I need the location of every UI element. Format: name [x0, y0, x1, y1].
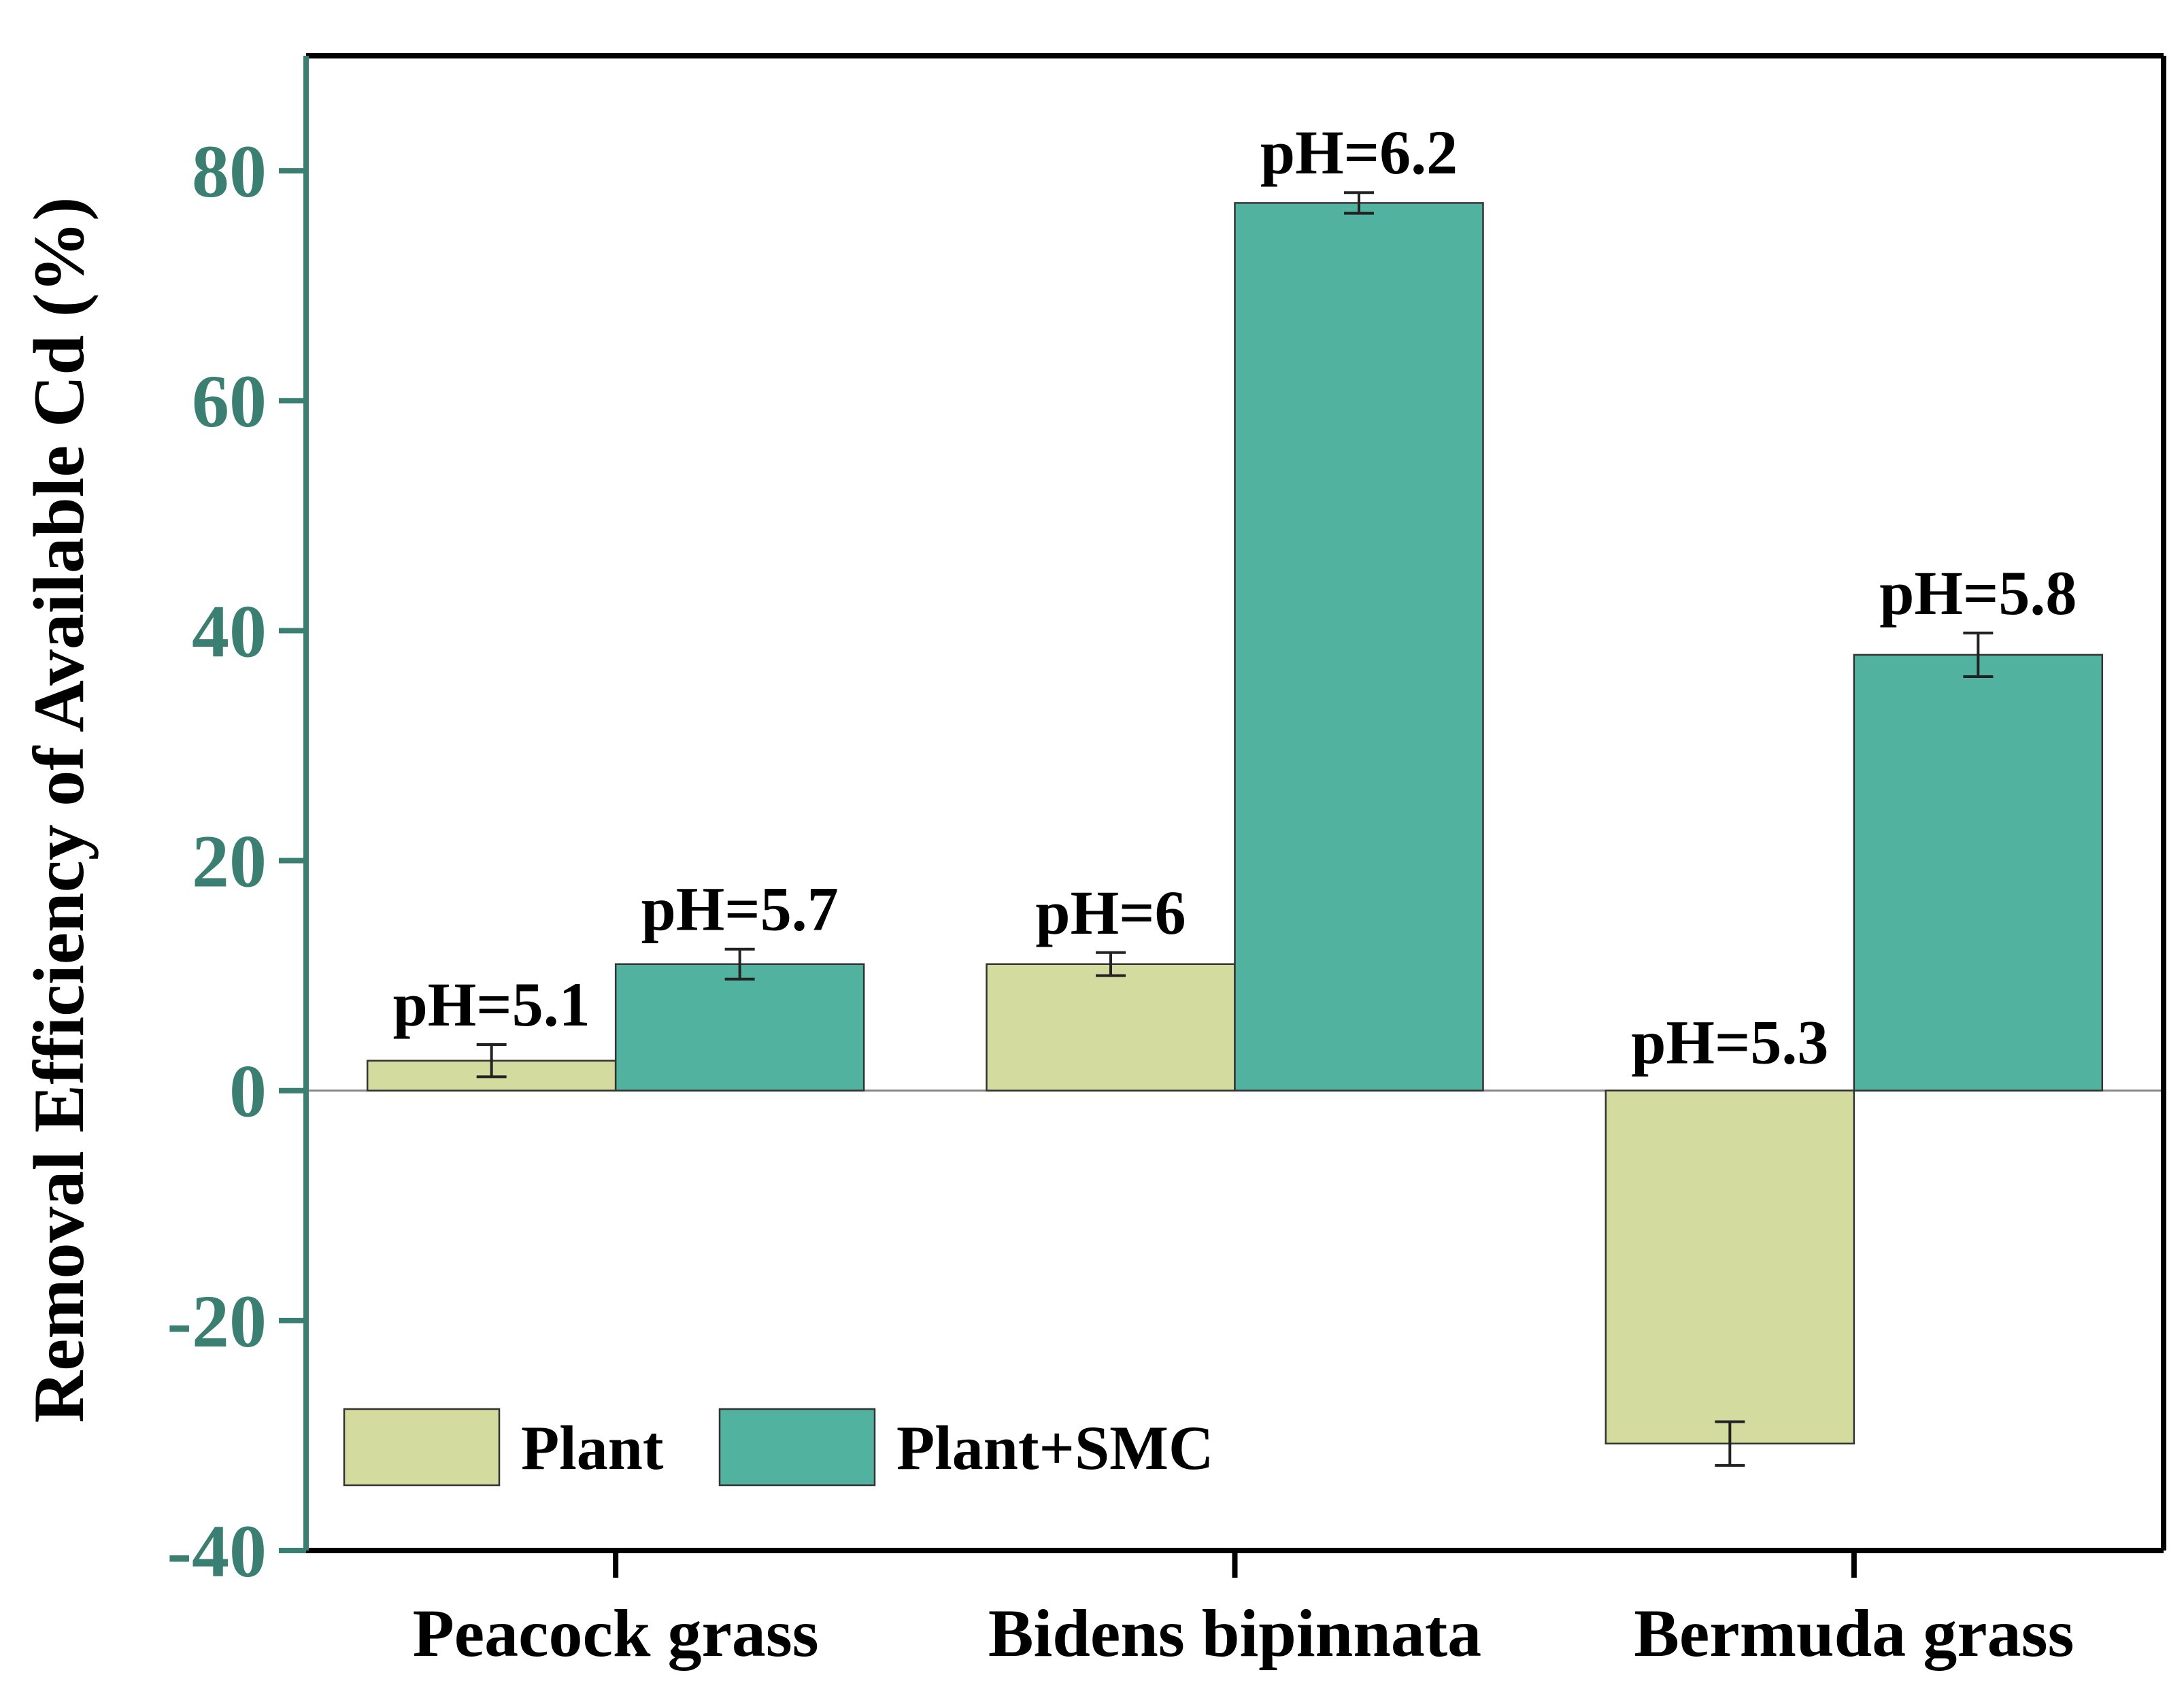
- error-bar: [1344, 191, 1374, 215]
- error-bar: [724, 947, 755, 981]
- ph-label: pH=5.7: [641, 875, 839, 944]
- legend-label: Plant+SMC: [896, 1413, 1213, 1483]
- ph-label: pH=6: [1035, 878, 1186, 947]
- y-tick-label: 40: [192, 590, 267, 673]
- ph-label: pH=5.1: [393, 970, 590, 1039]
- y-tick-label: 20: [192, 820, 267, 903]
- bar-plant-smc-peacock-grass: [614, 963, 865, 1091]
- bar-plant-smc-bermuda-grass: [1853, 654, 2104, 1091]
- bar-plant-bidens-bipinnata: [986, 963, 1236, 1091]
- bars-layer: [366, 202, 2104, 1445]
- y-tick-label: -20: [167, 1280, 267, 1363]
- bar-labels-layer: pH=5.1 pH=5.7 pH=6 pH=6.2 pH=5.3 pH=5.8: [393, 118, 2077, 1077]
- y-tick-label: 60: [192, 360, 267, 443]
- bar-plant-bermuda-grass: [1605, 1089, 1855, 1445]
- legend-swatch: [343, 1408, 501, 1487]
- y-axis-label: Removal Efficiency of Available Cd (%): [19, 197, 99, 1423]
- y-tick-label: 0: [229, 1050, 267, 1133]
- y-tick-label: 80: [192, 130, 267, 213]
- bar-plant-smc-bidens-bipinnata: [1234, 202, 1484, 1091]
- ph-label: pH=5.3: [1631, 1008, 1828, 1077]
- legend-label: Plant: [521, 1413, 664, 1483]
- legend-item-plant-smc: Plant+SMC: [718, 1408, 1213, 1487]
- error-bar: [1963, 631, 1994, 679]
- error-bars-layer: [476, 191, 1994, 1467]
- legend-swatch: [718, 1408, 876, 1487]
- y-tick-label: -40: [167, 1510, 267, 1593]
- x-tick-label: Bidens bipinnata: [988, 1595, 1481, 1671]
- error-bar: [1715, 1420, 1745, 1467]
- x-tick-label: Peacock grass: [413, 1595, 819, 1671]
- ph-label: pH=6.2: [1260, 118, 1458, 187]
- x-tick-label: Bermuda grass: [1634, 1595, 2074, 1671]
- ph-label: pH=5.8: [1879, 558, 2077, 628]
- error-bar: [1096, 951, 1126, 977]
- axes-layer: -40 -20 0 20 40 60 80 Peacock grass Bidens bipin…: [167, 53, 2166, 1671]
- legend: Plant Plant+SMC: [343, 1408, 1213, 1487]
- error-bar: [476, 1043, 507, 1079]
- legend-item-plant: Plant: [343, 1408, 664, 1487]
